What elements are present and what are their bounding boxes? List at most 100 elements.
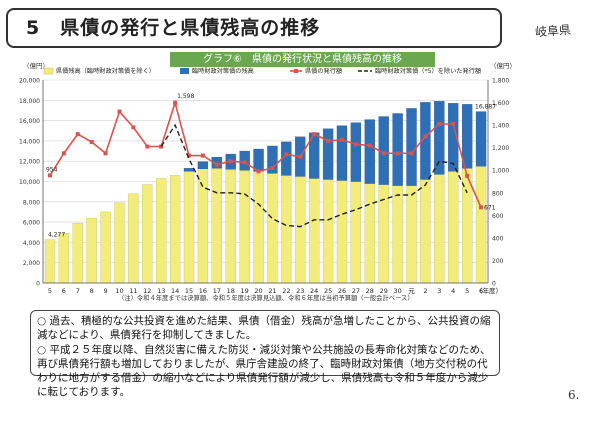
right-tick-label: 1,200 (492, 145, 509, 152)
right-tick-label: 1,000 (492, 168, 509, 175)
bar-remaining-balance (392, 185, 403, 284)
issuance-point (117, 109, 122, 114)
issuance-point (61, 151, 66, 156)
bar-remaining-balance (322, 179, 334, 284)
issuance-point (159, 144, 164, 149)
right-tick-label: 1,800 (492, 78, 509, 85)
bar-temporary-bond-balance (253, 148, 264, 172)
note-bullet: ○ (37, 315, 47, 327)
chart-data-labels: 4,277 954 1,598 16,887 671 (46, 93, 496, 239)
note-text-1: 過去、積極的な公共投資を進めた結果、県債（借金）残高が急増したことから、公共投資… (37, 315, 491, 341)
line-issuance-excluding-temporary (160, 123, 468, 228)
issuance-point (465, 173, 470, 178)
x-tick-label: 9 (104, 287, 108, 295)
bar-temporary-bond-balance (267, 145, 278, 174)
bar-remaining-balance (211, 168, 222, 284)
issuance-point (312, 132, 317, 137)
right-tick-label: 1,600 (492, 100, 509, 107)
bar-remaining-balance (406, 185, 417, 284)
bar-temporary-bond-balance (420, 102, 431, 180)
left-tick-label: 18,000 (19, 98, 40, 105)
x-tick-label: 4 (451, 287, 455, 295)
x-tick-label: 20 (254, 287, 262, 295)
x-tick-label: 23 (296, 287, 304, 295)
legend-label: 県債の発行額 (305, 67, 342, 75)
x-tick-label: 元 (408, 287, 415, 295)
x-tick-label: 13 (157, 287, 165, 295)
bar-remaining-balance (253, 171, 264, 284)
issuance-point (326, 138, 331, 143)
bar-temporary-bond-balance (392, 113, 403, 186)
issuance-point (242, 160, 247, 165)
issuance-point (256, 169, 261, 174)
x-tick-label: 21 (268, 287, 276, 295)
bar-remaining-balance (156, 178, 167, 284)
bar-remaining-balance (169, 175, 181, 284)
legend-swatch (43, 67, 54, 75)
chart-lines (47, 99, 484, 228)
right-tick-label: 600 (492, 213, 504, 220)
issuance-point (353, 142, 358, 147)
x-tick-label: 19 (241, 287, 249, 295)
issuance-point (270, 165, 275, 170)
issuance-point (131, 125, 136, 130)
left-axis-unit: （億円） (23, 61, 49, 70)
issuance-point (47, 173, 52, 178)
bar-remaining-balance (128, 193, 139, 284)
right-tick-label: 800 (492, 190, 504, 197)
notes-box: ○ 過去、積極的な公共投資を進めた結果、県債（借金）残高が急増したことから、公共… (30, 310, 500, 398)
x-tick-label: 22 (282, 287, 290, 295)
issuance-point (89, 140, 94, 145)
chart-title: グラフ⑥ 県債の発行状況と県債残高の推移 (170, 52, 435, 67)
bar-temporary-bond-balance (322, 128, 334, 180)
bar-remaining-balance (225, 169, 236, 284)
note-paragraph-1: ○ 過去、積極的な公共投資を進めた結果、県債（借金）残高が急増したことから、公共… (37, 314, 493, 342)
bar-remaining-balance (336, 180, 348, 284)
issuance-point (451, 121, 456, 126)
issuance-point (103, 151, 108, 156)
x-tick-label: 6 (62, 287, 66, 295)
left-tick-label: 6,000 (23, 220, 40, 227)
left-tick-label: 2,000 (23, 260, 40, 267)
data-label: 4,277 (48, 232, 65, 239)
left-tick-label: 8,000 (23, 199, 40, 206)
x-tick-label: 17 (213, 287, 221, 295)
note-text-2: 平成２５年度以降、自然災害に備えた防災・減災対策や公共施設の長寿命化対策などのた… (37, 344, 491, 398)
page-title: 5 県債の発行と県債残高の推移 (6, 8, 502, 48)
legend-label: 臨時財政対策債の残高 (192, 67, 254, 75)
issuance-point (409, 151, 414, 156)
x-tick-label: 28 (366, 287, 374, 295)
x-tick-label: 5 (48, 287, 52, 295)
right-tick-label: 0 (492, 281, 496, 288)
data-label: 16,887 (475, 104, 496, 111)
data-label: 671 (484, 204, 496, 211)
x-tick-label: 18 (227, 287, 235, 295)
x-tick-label: 25 (324, 287, 332, 295)
bar-temporary-bond-balance (350, 122, 362, 182)
left-tick-label: 12,000 (19, 159, 40, 166)
bar-temporary-bond-balance (448, 103, 459, 172)
x-tick-label: 12 (143, 287, 151, 295)
bar-remaining-balance (183, 171, 195, 284)
x-tick-label: 14 (171, 287, 179, 295)
data-label: 954 (46, 166, 58, 173)
bar-remaining-balance (475, 166, 487, 284)
legend-swatch (294, 69, 298, 73)
left-tick-label: 16,000 (19, 118, 40, 125)
left-tick-label: 10,000 (19, 179, 40, 186)
bar-remaining-balance (295, 176, 306, 284)
issuance-point (395, 151, 400, 156)
x-tick-label: 24 (310, 287, 318, 295)
issuance-point (381, 151, 386, 156)
bar-temporary-bond-balance (406, 108, 417, 186)
page-number: 6. (568, 388, 580, 402)
x-axis-unit: （年度） (476, 286, 502, 295)
x-tick-label: 29 (380, 287, 388, 295)
x-tick-label: 5 (465, 287, 469, 295)
bar-remaining-balance (72, 222, 83, 284)
issuance-point (423, 134, 428, 139)
x-tick-label: 8 (90, 287, 94, 295)
line-issuance (49, 99, 482, 208)
issuance-point (173, 100, 178, 105)
